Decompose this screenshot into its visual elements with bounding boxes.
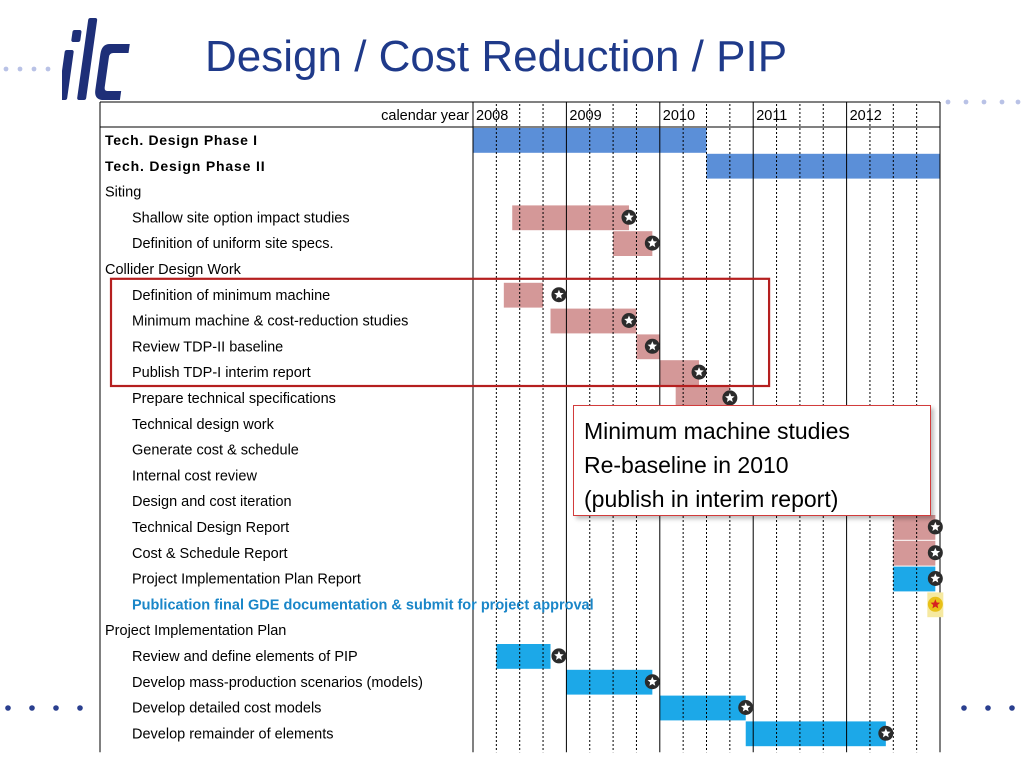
task-label: Cost & Schedule Report [132, 546, 288, 562]
task-label: Minimum machine & cost-reduction studies [132, 314, 408, 330]
task-label: Collider Design Work [105, 262, 242, 278]
task-label: Generate cost & schedule [132, 443, 299, 459]
milestone-star [647, 676, 658, 686]
task-label: Design and cost iteration [132, 494, 292, 510]
milestone-star [725, 392, 735, 402]
milestone-star [554, 650, 564, 660]
year-label: 2010 [663, 108, 695, 124]
milestone-star [647, 238, 658, 248]
task-label: Develop detailed cost models [132, 701, 321, 717]
slide-title: Design / Cost Reduction / PIP [205, 32, 788, 81]
task-label: Technical design work [132, 417, 275, 433]
task-label: Definition of uniform site specs. [132, 236, 333, 252]
callout-line-3: (publish in interim report) [584, 486, 839, 512]
task-label: Technical Design Report [132, 520, 289, 536]
task-label: Tech. Design Phase I [105, 132, 257, 148]
highlight-box [109, 277, 771, 388]
task-label: Project Implementation Plan [105, 623, 286, 639]
decorative-dots-bottom-right [961, 705, 1015, 711]
year-label: 2009 [569, 108, 601, 124]
task-label: Internal cost review [132, 468, 257, 484]
task-label: Tech. Design Phase II [105, 158, 265, 174]
task-label: Develop mass-production scenarios (model… [132, 675, 423, 691]
decorative-dots-bottom-left [5, 705, 83, 711]
task-label: Publish TDP-I interim report [132, 365, 311, 381]
milestone-star [930, 573, 941, 583]
gantt-bar [659, 695, 746, 721]
milestone-star [624, 315, 634, 325]
milestone-star [647, 341, 658, 351]
gantt-bar [745, 721, 886, 747]
callout-line-2: Re-baseline in 2010 [584, 452, 789, 478]
callout-box: Minimum machine studies Re-baseline in 2… [573, 405, 931, 516]
gantt-bar [496, 644, 551, 669]
milestone-star [554, 289, 564, 299]
year-label: 2008 [476, 108, 508, 124]
task-label: Review and define elements of PIP [132, 649, 358, 665]
milestone-star [694, 367, 704, 377]
task-label: Prepare technical specifications [132, 391, 336, 407]
milestone-star [930, 599, 941, 609]
task-label: Develop remainder of elements [132, 726, 334, 742]
milestone-star [930, 521, 941, 531]
callout-line-1: Minimum machine studies [584, 418, 850, 444]
decorative-dots-top-left [3, 66, 51, 72]
task-label: Shallow site option impact studies [132, 210, 350, 226]
decorative-dots-top-right [945, 99, 1021, 105]
gantt-bar [512, 205, 629, 231]
task-label: Project Implementation Plan Report [132, 572, 361, 588]
calendar-year-label: calendar year [381, 108, 469, 124]
gantt-bar [503, 282, 544, 308]
year-label: 2011 [756, 108, 787, 124]
gantt-bar [566, 669, 653, 695]
milestone-star [881, 728, 891, 738]
milestone-star [740, 702, 751, 712]
task-label: Publication final GDE documentation & su… [132, 597, 594, 613]
task-label: Definition of minimum machine [132, 288, 330, 304]
task-label: Siting [105, 185, 141, 201]
milestone-star [624, 212, 634, 222]
ilc-logo [62, 18, 130, 100]
year-label: 2012 [850, 108, 882, 124]
milestone-star [930, 547, 941, 557]
task-label: Review TDP-II baseline [132, 339, 283, 355]
